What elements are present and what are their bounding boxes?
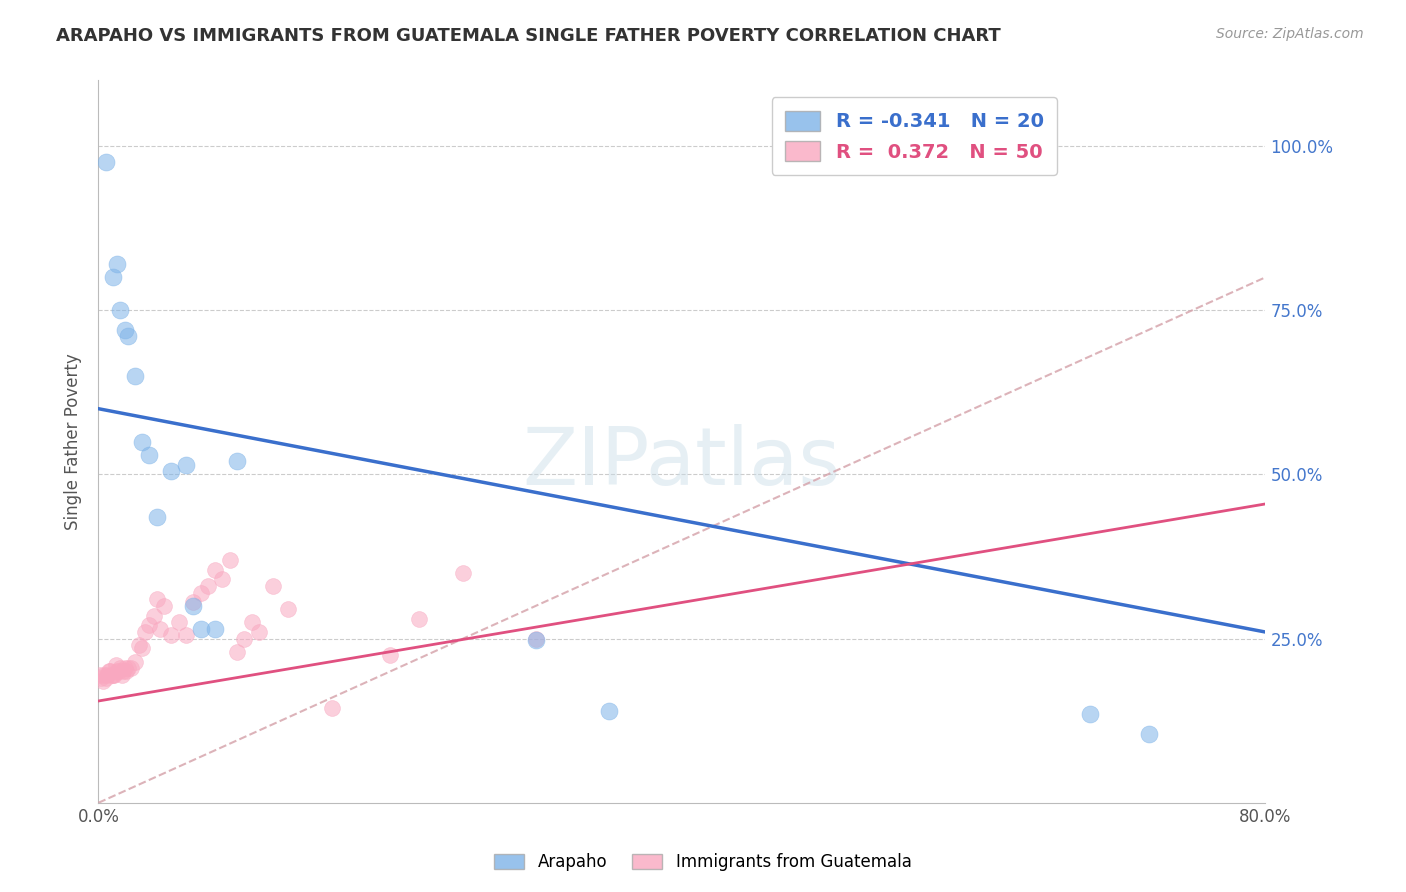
Point [94,671,117,685]
Point [114,661,136,675]
Point [167,615,190,630]
Legend: Arapaho, Immigrants from Guatemala: Arapaho, Immigrants from Guatemala [486,845,920,880]
Text: Source: ZipAtlas.com: Source: ZipAtlas.com [1216,27,1364,41]
Point [134,625,156,640]
Point [1080,707,1102,722]
Point [98,665,121,679]
Point [204,563,226,577]
Point [117,661,139,675]
Point [160,464,183,478]
Point [91,674,114,689]
Point [226,454,249,468]
Point [240,615,263,630]
Point [117,329,139,343]
Y-axis label: Single Father Poverty: Single Father Poverty [65,353,83,530]
Point [94,155,117,169]
Point [233,632,256,646]
Point [153,599,176,613]
Legend: R = -0.341   N = 20, R =  0.372   N = 50: R = -0.341 N = 20, R = 0.372 N = 50 [772,97,1057,175]
Point [524,632,547,646]
Point [131,641,153,656]
Point [93,667,115,681]
Point [120,661,142,675]
Point [108,665,131,679]
Point [181,599,204,613]
Point [226,645,249,659]
Point [380,648,402,662]
Point [103,667,125,681]
Point [204,622,226,636]
Point [321,700,343,714]
Point [146,510,169,524]
Point [89,667,111,681]
Point [124,368,146,383]
Point [197,579,219,593]
Point [262,579,284,593]
Point [277,602,299,616]
Point [114,323,136,337]
Point [96,667,118,681]
Point [218,553,240,567]
Point [105,665,128,679]
Point [451,566,474,580]
Point [97,665,120,679]
Point [128,638,150,652]
Point [598,704,620,718]
Point [211,573,233,587]
Point [101,667,124,681]
Point [115,665,138,679]
Text: ZIPatlas: ZIPatlas [523,425,841,502]
Point [160,628,183,642]
Point [190,622,212,636]
Point [524,632,547,647]
Point [105,257,128,271]
Point [104,657,127,672]
Point [174,458,197,472]
Point [408,612,430,626]
Point [174,628,197,642]
Point [1137,727,1160,741]
Point [100,667,122,681]
Point [111,667,134,681]
Text: ARAPAHO VS IMMIGRANTS FROM GUATEMALA SINGLE FATHER POVERTY CORRELATION CHART: ARAPAHO VS IMMIGRANTS FROM GUATEMALA SIN… [56,27,1001,45]
Point [131,434,153,449]
Point [149,622,172,636]
Point [101,270,124,285]
Point [138,618,160,632]
Point [124,655,146,669]
Point [181,595,204,609]
Point [247,625,270,640]
Point [90,671,112,685]
Point [138,448,160,462]
Point [146,592,169,607]
Point [110,661,132,675]
Point [190,585,212,599]
Point [142,608,165,623]
Point [110,303,132,318]
Point [112,665,135,679]
